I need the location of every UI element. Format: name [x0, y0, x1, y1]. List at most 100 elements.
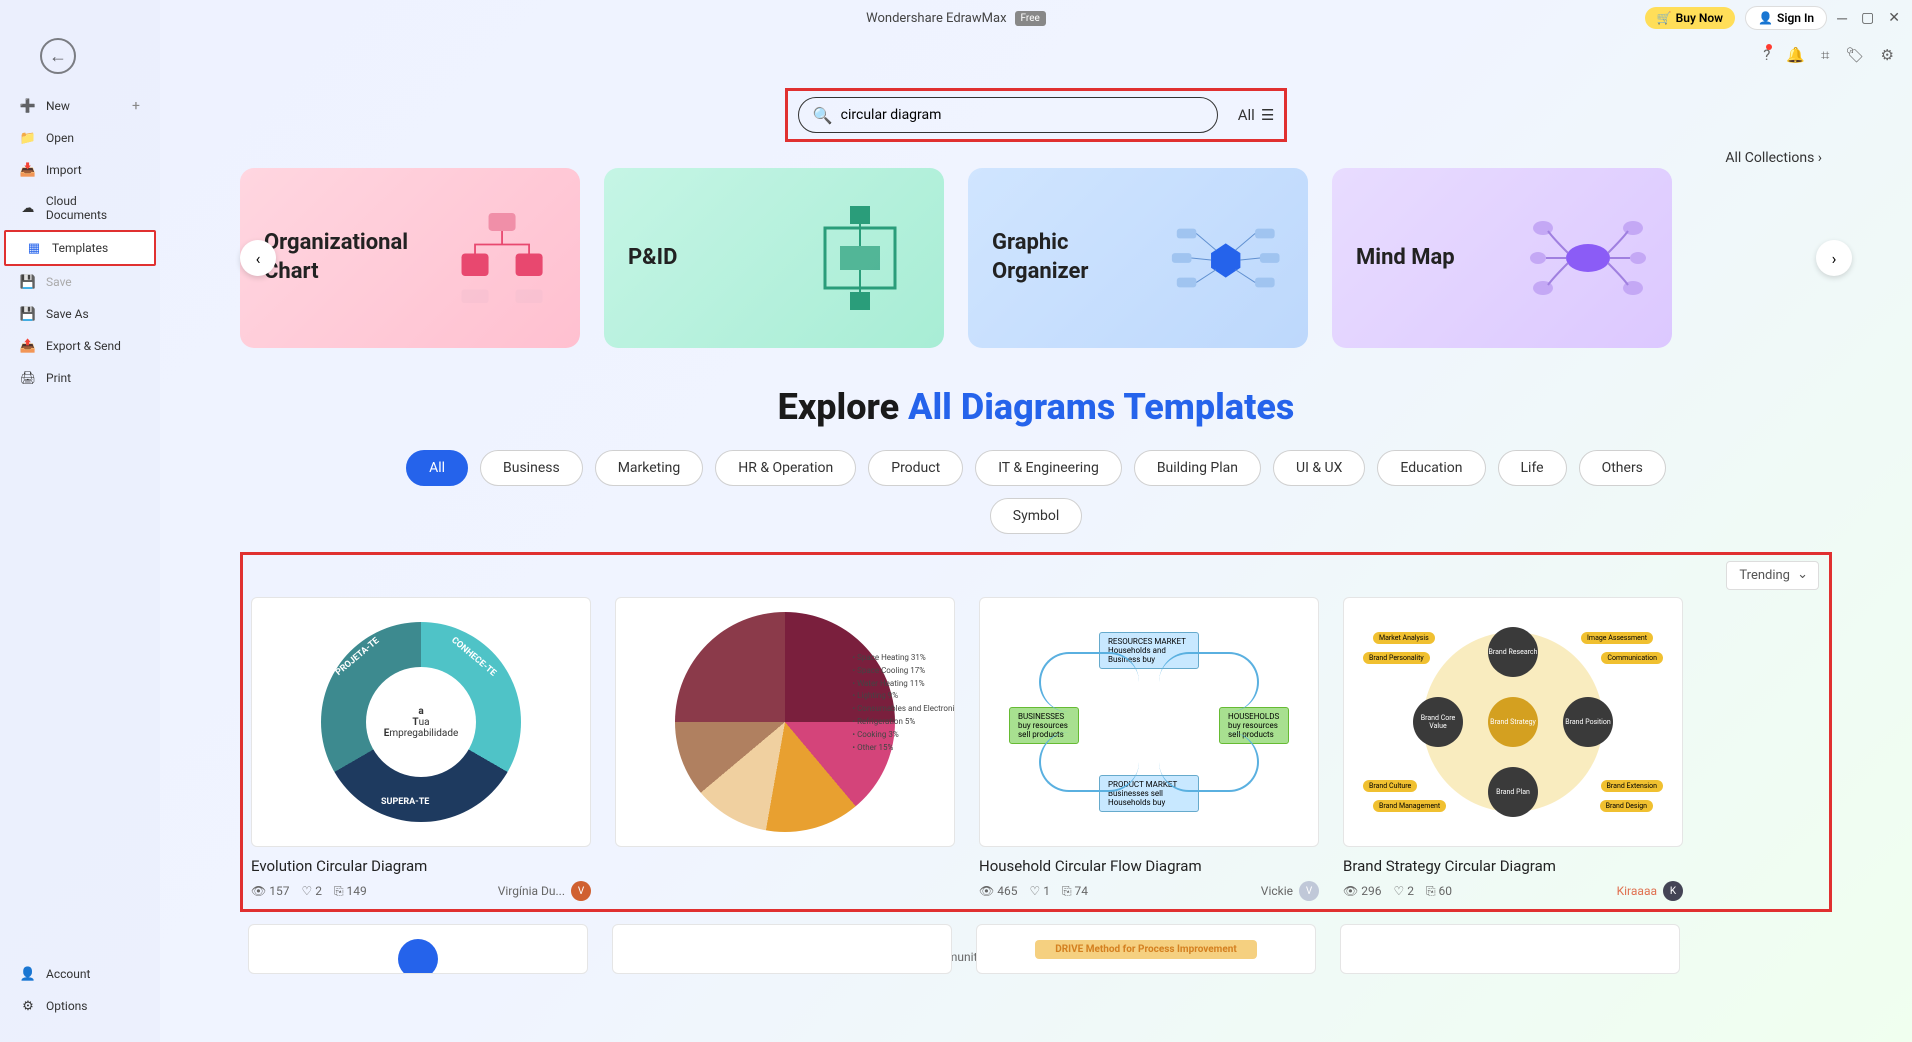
- category-title: P&ID: [628, 244, 677, 273]
- sidebar-item-saveas[interactable]: 💾Save As: [0, 298, 160, 330]
- signin-button[interactable]: 👤 Sign In: [1745, 6, 1827, 30]
- results-highlight: Trending aTuaEmpregabilidade CONHECE-TE …: [240, 552, 1832, 912]
- buy-now-button[interactable]: 🛒 Buy Now: [1645, 7, 1735, 29]
- likes-stat: ♡ 2: [301, 884, 321, 899]
- template-card[interactable]: • Space Heating 31%• Space Cooling 17%• …: [615, 597, 955, 901]
- sidebar-item-export[interactable]: 📤Export & Send: [0, 330, 160, 362]
- filter-pill-life[interactable]: Life: [1498, 450, 1567, 486]
- category-prev-button[interactable]: ‹: [240, 240, 276, 276]
- headline: Explore All Diagrams Templates: [180, 386, 1892, 428]
- buy-label: Buy Now: [1676, 11, 1723, 25]
- sidebar-item-print[interactable]: 🖨Print: [0, 362, 160, 394]
- saveas-icon: 💾: [20, 306, 36, 322]
- sidebar-label: Import: [46, 163, 82, 177]
- headline-pre: Explore: [778, 386, 908, 428]
- sidebar-label: Open: [46, 131, 74, 145]
- category-card-org-chart[interactable]: Organizational Chart: [240, 168, 580, 348]
- sidebar-item-cloud[interactable]: ☁ Cloud Documents: [0, 186, 160, 230]
- cloud-icon: ☁: [20, 200, 36, 216]
- filter-pill-ui-ux[interactable]: UI & UX: [1273, 450, 1365, 486]
- category-next-button[interactable]: ›: [1816, 240, 1852, 276]
- minimize-icon[interactable]: ─: [1837, 10, 1847, 27]
- grid-icon[interactable]: ⌗: [1821, 46, 1829, 64]
- template-thumb: [612, 924, 952, 974]
- sidebar-item-open[interactable]: 📁 Open: [0, 122, 160, 154]
- filter-pill-building-plan[interactable]: Building Plan: [1134, 450, 1261, 486]
- filter-pill-it-engineering[interactable]: IT & Engineering: [975, 450, 1122, 486]
- template-title: Brand Strategy Circular Diagram: [1343, 857, 1683, 875]
- filter-pill-education[interactable]: Education: [1377, 450, 1485, 486]
- template-meta: 👁 296 ♡ 2 ⎘ 60 Kiraaaa K: [1343, 881, 1683, 901]
- sidebar-item-import[interactable]: 📥Import: [0, 154, 160, 186]
- sidebar-label: Cloud Documents: [46, 194, 140, 222]
- category-card-graphic-organizer[interactable]: Graphic Organizer: [968, 168, 1308, 348]
- mind-map-icon: [1528, 198, 1648, 318]
- template-title: Evolution Circular Diagram: [251, 857, 591, 875]
- template-card[interactable]: aTuaEmpregabilidade CONHECE-TE PROJETA-T…: [251, 597, 591, 901]
- app-name: Wondershare EdrawMax: [866, 11, 1006, 26]
- tag-icon[interactable]: 🏷: [1846, 46, 1865, 64]
- template-thumb: Brand Strategy Brand Research Brand Core…: [1343, 597, 1683, 847]
- template-grid: aTuaEmpregabilidade CONHECE-TE PROJETA-T…: [251, 597, 1821, 901]
- search-box[interactable]: 🔍: [798, 97, 1218, 133]
- row2-title: DRIVE Method for Process Improvement: [1035, 940, 1256, 959]
- account-icon: 👤: [20, 966, 36, 982]
- sidebar-item-options[interactable]: ⚙Options: [0, 990, 160, 1022]
- search-input[interactable]: [841, 107, 1203, 123]
- views-stat: 👁 465: [979, 884, 1017, 899]
- graphic-organizer-icon: [1167, 198, 1284, 318]
- all-label: All: [1238, 106, 1255, 124]
- sidebar-item-account[interactable]: 👤Account: [0, 958, 160, 990]
- template-card[interactable]: [612, 924, 952, 974]
- category-card-mind-map[interactable]: Mind Map: [1332, 168, 1672, 348]
- folder-icon: 📁: [20, 130, 36, 146]
- template-thumb: • Space Heating 31%• Space Cooling 17%• …: [615, 597, 955, 847]
- template-author: Vickie V: [1261, 881, 1319, 901]
- category-card-pid[interactable]: P&ID: [604, 168, 944, 348]
- export-icon: 📤: [20, 338, 36, 354]
- gear-icon[interactable]: ⚙: [1881, 46, 1894, 64]
- sidebar-bottom: 👤Account ⚙Options: [0, 958, 160, 1022]
- org-chart-icon: [448, 198, 556, 318]
- help-icon[interactable]: ?: [1763, 46, 1770, 64]
- trending-dropdown[interactable]: Trending: [1726, 561, 1819, 590]
- template-meta: 👁 157 ♡ 2 ⎘ 149 Virgínia Du... V: [251, 881, 591, 901]
- template-card[interactable]: Brand Strategy Brand Research Brand Core…: [1343, 597, 1683, 901]
- template-card[interactable]: RESOURCES MARKET Households and Business…: [979, 597, 1319, 901]
- category-row: ‹ Organizational Chart P&ID Graphic Orga…: [180, 148, 1892, 348]
- new-plus-icon[interactable]: +: [132, 98, 140, 114]
- all-filter[interactable]: All ☰: [1238, 106, 1275, 124]
- free-badge: Free: [1015, 11, 1046, 26]
- sidebar-label: Options: [46, 999, 88, 1013]
- sidebar: ➕New + 📁Open 📥Import ☁Cloud Documents ▦T…: [0, 0, 160, 1042]
- maximize-icon[interactable]: ▢: [1861, 10, 1874, 27]
- filter-pill-all[interactable]: All: [406, 450, 468, 486]
- main-content: 🔍 All ☰ All Collections › ‹ Organization…: [160, 74, 1912, 974]
- filter-pill-symbol[interactable]: Symbol: [990, 498, 1082, 534]
- sidebar-item-templates[interactable]: ▦Templates: [4, 230, 156, 266]
- plus-square-icon: ➕: [20, 98, 36, 114]
- sidebar-label: Print: [46, 371, 71, 385]
- filter-pill-business[interactable]: Business: [480, 450, 583, 486]
- filter-pill-marketing[interactable]: Marketing: [595, 450, 704, 486]
- template-thumb: aTuaEmpregabilidade CONHECE-TE PROJETA-T…: [251, 597, 591, 847]
- search-row: 🔍 All ☰: [180, 74, 1892, 148]
- titlebar-right: 🛒 Buy Now 👤 Sign In ─ ▢ ✕: [1645, 6, 1900, 30]
- template-card[interactable]: [1340, 924, 1680, 974]
- filter-pill-product[interactable]: Product: [868, 450, 963, 486]
- template-title: Household Circular Flow Diagram: [979, 857, 1319, 875]
- filter-pill-hr-operation[interactable]: HR & Operation: [715, 450, 856, 486]
- template-card[interactable]: [248, 924, 588, 974]
- pid-icon: [800, 198, 920, 318]
- template-thumb: [248, 924, 588, 974]
- bell-icon[interactable]: 🔔: [1786, 46, 1805, 64]
- sidebar-label: Templates: [52, 241, 108, 255]
- filter-pill-others[interactable]: Others: [1579, 450, 1666, 486]
- template-thumb: DRIVE Method for Process Improvement: [976, 924, 1316, 974]
- titlebar-center: Wondershare EdrawMax Free: [866, 11, 1046, 26]
- close-icon[interactable]: ✕: [1888, 10, 1900, 27]
- likes-stat: ♡ 1: [1029, 884, 1049, 899]
- views-stat: 👁 296: [1343, 884, 1381, 899]
- sidebar-label: Save: [46, 275, 72, 289]
- template-card[interactable]: DRIVE Method for Process Improvement: [976, 924, 1316, 974]
